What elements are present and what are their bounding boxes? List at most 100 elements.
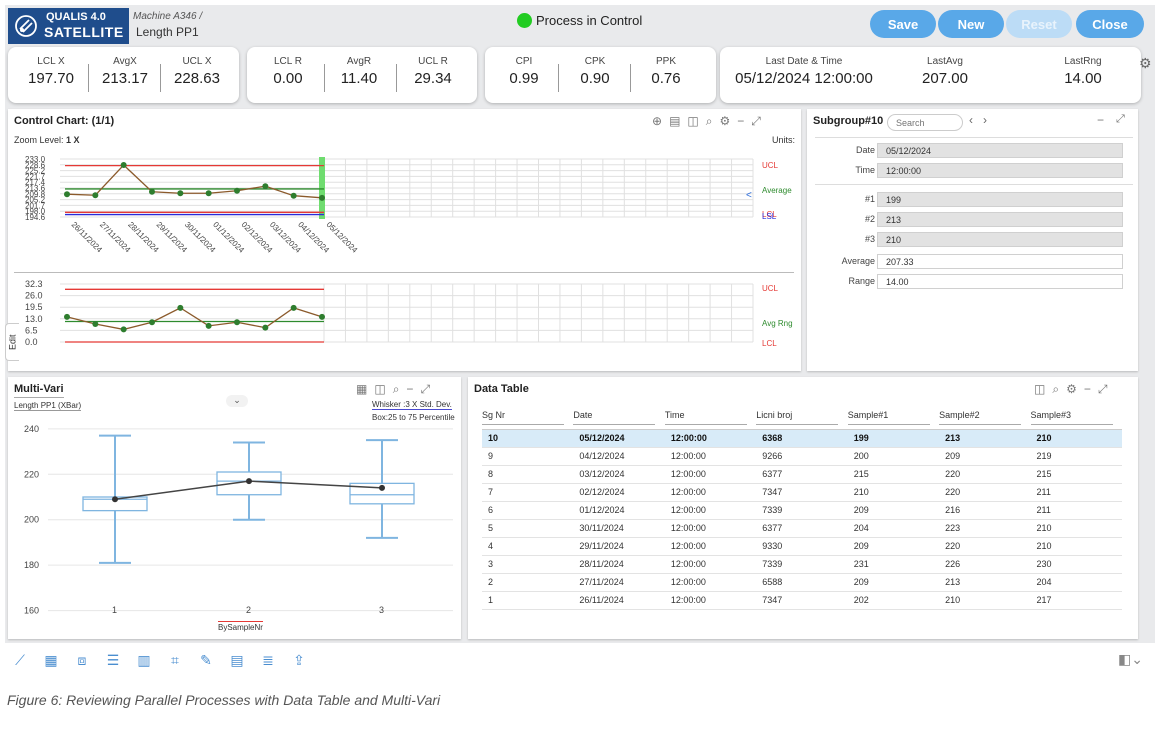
save-button[interactable]: Save [870, 10, 936, 38]
current-subgroup-highlight [319, 157, 325, 219]
table-cell: 5 [482, 519, 574, 538]
column-header[interactable]: Sg Nr [482, 406, 573, 429]
zoom-area-icon[interactable]: ◫ [374, 382, 386, 396]
stat-lcl-r: LCL R 0.00 [273, 56, 303, 87]
table-row[interactable]: 6 01/12/2024 12:00:00 7339 209 216 211 [482, 501, 1122, 520]
export-icon[interactable]: ⇪ [293, 652, 305, 668]
stack-icon[interactable]: ☰ [106, 652, 120, 668]
control-chart-toolbar: ⊕ ▤ ◫ ⌕ ⚙ − ⤢ [652, 114, 761, 129]
subgroup-search-input[interactable] [887, 114, 963, 131]
zoom-area-icon[interactable]: ◫ [687, 114, 699, 128]
multivari-toolbar: ▦ ◫ ⌕ − ⤢ [356, 382, 430, 397]
multivari-chart: 160 180 200 220 240 1 2 3 [24, 424, 453, 616]
layout-menu-icon[interactable]: ◧⌄ [1118, 651, 1143, 667]
zoom-area-icon[interactable]: ◫ [1034, 382, 1046, 396]
table-cell: 4 [482, 537, 574, 556]
table-cell: 209 [847, 501, 940, 520]
table-cell: 215 [847, 465, 940, 484]
table-row[interactable]: 2 27/11/2024 12:00:00 6588 209 213 204 [482, 573, 1122, 592]
column-header[interactable]: Sample#1 [847, 406, 939, 429]
limit-label: Average [762, 186, 792, 195]
table-row[interactable]: 5 30/11/2024 12:00:00 6377 204 223 210 [482, 519, 1122, 538]
tools-icon[interactable]: ✎ [200, 652, 212, 668]
expand-icon[interactable]: ⤢ [1116, 113, 1125, 125]
minimize-icon[interactable]: − [737, 114, 745, 128]
y-tick-label: 0.0 [25, 337, 38, 347]
search-icon[interactable]: ⌕ [392, 382, 400, 396]
bottom-toolbar: ⟋ ▦ ⧈ ☰ ▥ ⌗ ✎ ▤ ≣ ⇪ [10, 652, 309, 669]
minimize-icon[interactable]: − [1097, 113, 1105, 127]
minimize-icon[interactable]: − [1083, 382, 1091, 396]
column-header[interactable]: Licni broj [756, 406, 847, 429]
data-point [234, 187, 240, 194]
data-table-title: Data Table [474, 383, 529, 395]
table-row[interactable]: 3 28/11/2024 12:00:00 7339 231 226 230 [482, 555, 1122, 574]
list-icon[interactable]: ≣ [262, 652, 274, 668]
y-tick-label: 13.0 [25, 314, 43, 324]
y-tick-label: 19.5 [25, 302, 43, 312]
stat-last-date: Last Date & Time 05/12/2024 12:00:00 [735, 56, 873, 87]
field-date: Date 05/12/2024 [807, 143, 1137, 159]
table-row[interactable]: 8 03/12/2024 12:00:00 6377 215 220 215 [482, 465, 1122, 484]
data-table: Sg Nr Date Time Licni broj Sample#1 Sample#2 S… [482, 406, 1122, 610]
copy-icon[interactable]: ▤ [669, 114, 681, 128]
data-point [64, 191, 70, 198]
tag-icon[interactable]: ⌗ [171, 652, 179, 668]
table-cell: 12:00:00 [664, 555, 757, 574]
table-cell: 213 [939, 428, 1031, 448]
histogram-icon[interactable]: ▥ [137, 652, 151, 668]
minimize-icon[interactable]: − [406, 382, 414, 396]
expand-icon[interactable]: ⤢ [420, 382, 431, 396]
y-tick-label: 209.8 [25, 190, 46, 199]
x-tick-label: 1 [112, 605, 117, 615]
column-header[interactable]: Date [573, 406, 664, 429]
reset-button[interactable]: Reset [1006, 10, 1072, 38]
column-header[interactable]: Sample#3 [1030, 406, 1122, 429]
table-icon[interactable]: ▦ [44, 652, 58, 668]
table-row[interactable]: 4 29/11/2024 12:00:00 9330 209 220 210 [482, 537, 1122, 556]
table-row[interactable]: 10 05/12/2024 12:00:00 6368 199 213 210 [482, 428, 1122, 448]
table-row[interactable]: 9 04/12/2024 12:00:00 9266 200 209 219 [482, 447, 1122, 466]
table-icon[interactable]: ▦ [356, 382, 368, 396]
edit-tab[interactable]: Edit [5, 323, 19, 361]
data-point [234, 319, 240, 326]
gear-icon[interactable]: ⚙ [719, 114, 731, 128]
gear-icon[interactable]: ⚙ [1066, 382, 1077, 396]
y-tick-label: 221.7 [25, 172, 46, 181]
box-plot-icon[interactable]: ⧈ [77, 652, 87, 668]
satellite-icon [15, 15, 37, 37]
close-button[interactable]: Close [1076, 10, 1144, 38]
table-cell: 26/11/2024 [573, 591, 665, 610]
xbar-limits-card: LCL X 197.70 AvgX 213.17 UCL X 228.63 [8, 47, 239, 103]
table-cell: 03/12/2024 [573, 465, 665, 484]
expand-icon[interactable]: ⤢ [751, 114, 761, 128]
table-row[interactable]: 7 02/12/2024 12:00:00 7347 210 220 211 [482, 483, 1122, 502]
data-point [64, 313, 70, 320]
y-tick-label: 194.6 [25, 213, 46, 222]
y-tick-label: 240 [24, 424, 39, 434]
new-button[interactable]: New [938, 10, 1004, 38]
settings-gears-icon[interactable]: ⚙ [1139, 55, 1152, 71]
expand-icon[interactable]: ⤢ [1097, 382, 1108, 396]
search-icon[interactable]: ⌕ [1052, 382, 1060, 396]
control-chart-title: Control Chart: (1/1) [14, 115, 115, 127]
limit-label: LCL [762, 210, 777, 219]
table-row[interactable]: 1 26/11/2024 12:00:00 7347 202 210 217 [482, 591, 1122, 610]
search-icon[interactable]: ⌕ [705, 114, 713, 128]
table-cell: 6377 [756, 465, 848, 484]
line-chart-icon[interactable]: ⟋ [15, 652, 25, 668]
stat-avg-r: AvgR 11.40 [340, 56, 378, 87]
chevron-down-icon[interactable]: ⌄ [226, 395, 248, 407]
column-header[interactable]: Sample#2 [939, 406, 1030, 429]
range-limits-card: LCL R 0.00 AvgR 11.40 UCL R 29.34 [247, 47, 477, 103]
table-cell: 223 [939, 519, 1031, 538]
zoom-icon[interactable]: ⊕ [652, 114, 663, 128]
limit-label: UCL [762, 284, 779, 293]
status-text: Process in Control [536, 13, 643, 28]
report-icon[interactable]: ▤ [230, 652, 244, 668]
prev-subgroup-icon[interactable]: ‹ [969, 113, 973, 127]
column-header[interactable]: Time [664, 406, 756, 429]
whisker-note: Whisker :3 X Std. Dev. [372, 400, 452, 410]
next-subgroup-icon[interactable]: › [983, 113, 987, 127]
